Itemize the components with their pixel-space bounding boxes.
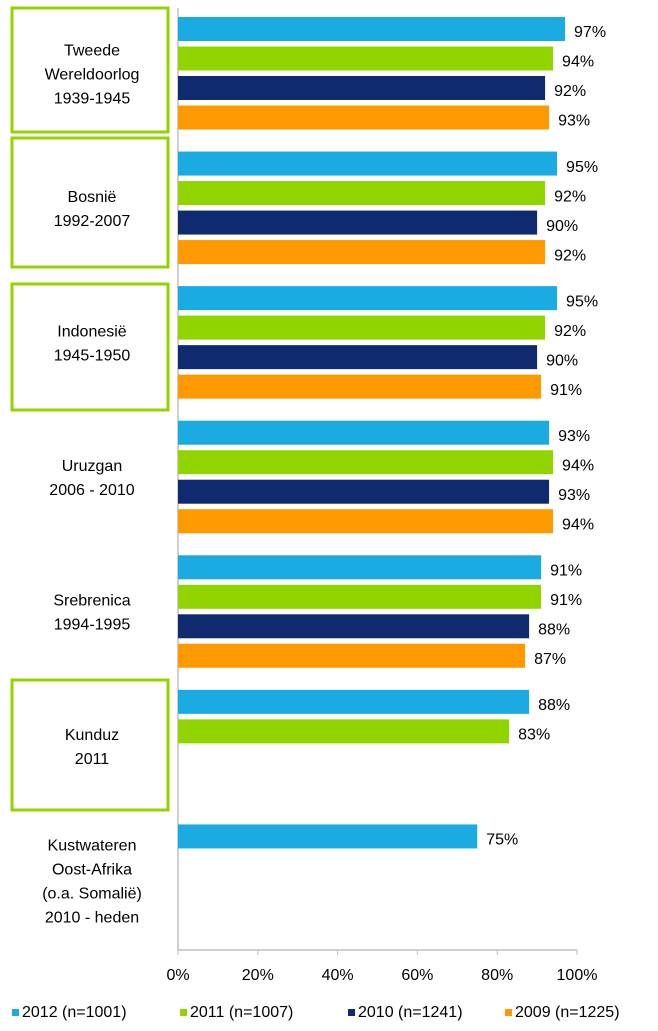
x-tick-label: 20% (242, 967, 274, 984)
x-tick-label: 40% (322, 967, 354, 984)
highlight-box (10, 136, 170, 269)
category-label: Indonesië 1945-1950 (54, 324, 131, 365)
value-label: 92% (554, 188, 586, 205)
category-label: Kustwateren Oost-Afrika (o.a. Somalië) 2010… (42, 838, 142, 927)
bar (178, 240, 546, 265)
value-label: 90% (546, 218, 578, 235)
category-label: Bosnië 1992-2007 (54, 189, 131, 230)
category-label-line: 1992-2007 (54, 213, 131, 230)
bar (178, 286, 558, 311)
value-label: 87% (534, 651, 566, 668)
category-label-line: 1939-1945 (54, 91, 131, 108)
value-label: 95% (566, 293, 598, 310)
value-label: 97% (574, 24, 606, 41)
category-label-line: Bosnië (68, 189, 117, 206)
bar (178, 824, 478, 849)
value-label: 92% (554, 83, 586, 100)
category-label-line: 2011 (75, 751, 110, 768)
category-label: Tweede Wereldoorlog 1939-1945 (45, 43, 140, 108)
x-tick-label: 100% (557, 967, 598, 984)
highlight-boxes (10, 6, 170, 812)
bar (178, 374, 542, 399)
value-label: 94% (562, 516, 594, 533)
legend-swatch (12, 1009, 19, 1016)
legend-label: 2010 (n=1241) (358, 1004, 463, 1021)
bar (178, 450, 554, 475)
bar (178, 555, 542, 580)
legend-swatch (505, 1009, 512, 1016)
legend-label: 2011 (n=1007) (190, 1004, 293, 1021)
bar (178, 345, 538, 370)
value-label: 91% (550, 592, 582, 609)
category-label: Uruzgan 2006 - 2010 (49, 458, 135, 499)
bar (178, 76, 546, 100)
value-label: 94% (562, 54, 594, 71)
bar (178, 151, 558, 176)
bar (178, 315, 546, 340)
value-label: 95% (566, 159, 598, 176)
bar (178, 689, 530, 714)
category-label-line: Indonesië (57, 324, 126, 341)
bar (178, 614, 530, 639)
value-label: 90% (546, 352, 578, 369)
category-label: Kunduz 2011 (65, 727, 119, 768)
category-label-line: 2006 - 2010 (49, 482, 135, 499)
value-label: 93% (558, 113, 590, 130)
legend-label: 2012 (n=1001) (22, 1004, 127, 1021)
value-label: 88% (538, 622, 570, 639)
bar (178, 105, 550, 130)
category-label-line: 1994-1995 (54, 617, 131, 634)
x-tick-label: 60% (401, 967, 433, 984)
category-label-line: (o.a. Somalië) (42, 886, 142, 903)
bar (178, 479, 550, 504)
legend-swatch (348, 1009, 355, 1016)
bar (178, 643, 526, 668)
highlight-box (10, 678, 170, 812)
value-label: 92% (554, 247, 586, 264)
value-label: 75% (486, 832, 518, 849)
category-label-line: Srebrenica (53, 593, 130, 610)
category-label-line: Kustwateren (48, 838, 137, 855)
legend-swatch (180, 1009, 187, 1016)
value-label: 92% (554, 323, 586, 340)
value-label: 88% (538, 697, 570, 714)
bar (178, 509, 554, 534)
bar (178, 181, 546, 206)
value-label: 94% (562, 457, 594, 474)
category-label-line: 1945-1950 (54, 348, 131, 365)
bar (178, 719, 510, 744)
category-label-line: Wereldoorlog (45, 67, 140, 84)
value-label: 91% (550, 382, 582, 399)
category-label-line: Kunduz (65, 727, 119, 744)
bar (178, 46, 554, 71)
category-label-line: 2010 - heden (45, 910, 139, 927)
bar (178, 584, 542, 609)
category-label: Srebrenica 1994-1995 (53, 593, 130, 634)
value-label: 91% (550, 563, 582, 580)
x-tick-label: 0% (166, 967, 189, 984)
highlight-box (10, 6, 170, 134)
category-label-line: Oost-Afrika (52, 862, 132, 879)
legend-label: 2009 (n=1225) (515, 1004, 620, 1021)
x-tick-label: 80% (481, 967, 513, 984)
category-label-line: Uruzgan (62, 458, 122, 475)
value-label: 93% (558, 428, 590, 445)
value-label: 83% (518, 727, 550, 744)
bar (178, 17, 566, 41)
bar (178, 420, 550, 445)
value-label: 93% (558, 487, 590, 504)
highlight-box (10, 282, 170, 412)
bar (178, 210, 538, 235)
category-label-line: Tweede (64, 43, 120, 60)
